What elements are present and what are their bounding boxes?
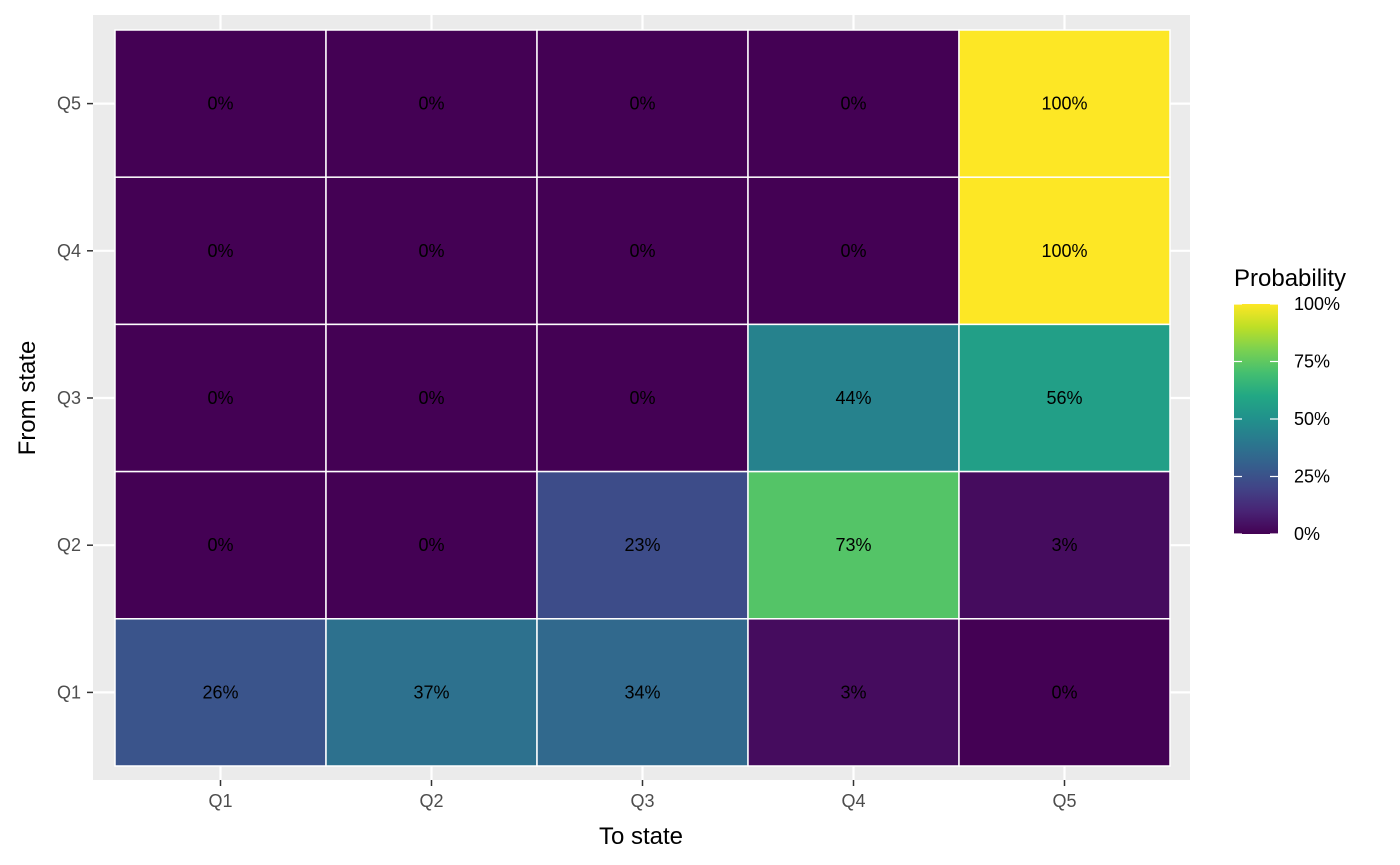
- cell-label-q2-to-q5: 3%: [1051, 535, 1077, 555]
- cell-q5-to-q1: [114, 29, 327, 178]
- cell-q2-to-q1: [114, 470, 327, 620]
- cell-label-q5-to-q1: 0%: [207, 94, 233, 114]
- legend-label-50: 50%: [1294, 409, 1330, 429]
- cell-label-q2-to-q3: 23%: [624, 535, 660, 555]
- legend-label-100: 100%: [1294, 294, 1340, 314]
- cell-q1-to-q2: [325, 618, 538, 767]
- cell-label-q5-to-q5: 100%: [1041, 94, 1087, 114]
- cell-label-q3-to-q5: 56%: [1046, 388, 1082, 408]
- cell-q1-to-q4: [747, 618, 960, 767]
- cell-q4-to-q2: [325, 176, 538, 326]
- x-tick-label-q5: Q5: [1052, 791, 1076, 811]
- cell-label-q1-to-q4: 3%: [840, 682, 866, 702]
- cell-label-q4-to-q1: 0%: [207, 241, 233, 261]
- y-axis-title: From state: [14, 341, 41, 456]
- cell-q5-to-q5: [958, 29, 1171, 178]
- cell-label-q1-to-q1: 26%: [202, 682, 238, 702]
- x-axis: Q1 Q2 Q3 Q4 Q5: [208, 780, 1077, 811]
- cell-label-q4-to-q2: 0%: [418, 241, 444, 261]
- cell-q3-to-q3: [536, 323, 749, 473]
- legend-title: Probability: [1234, 265, 1346, 292]
- legend-label-75: 75%: [1294, 352, 1330, 372]
- cell-q4-to-q5: [958, 176, 1171, 326]
- x-tick-label-q1: Q1: [208, 791, 232, 811]
- cell-label-q1-to-q2: 37%: [413, 682, 449, 702]
- x-tick-label-q3: Q3: [630, 791, 654, 811]
- cell-q2-to-q3: [536, 470, 749, 620]
- color-legend: Probability 100% 75% 50% 25% 0%: [1234, 265, 1346, 544]
- cell-q2-to-q5: [958, 470, 1171, 620]
- cell-label-q1-to-q5: 0%: [1051, 682, 1077, 702]
- cell-label-q2-to-q2: 0%: [418, 535, 444, 555]
- cell-q5-to-q2: [325, 29, 538, 178]
- cell-label-q3-to-q3: 0%: [629, 388, 655, 408]
- cell-q3-to-q4: [747, 323, 960, 473]
- y-axis: Q1 Q2 Q3 Q4 Q5: [57, 94, 93, 702]
- cell-label-q4-to-q4: 0%: [840, 241, 866, 261]
- cell-q4-to-q4: [747, 176, 960, 326]
- cell-label-q2-to-q1: 0%: [207, 535, 233, 555]
- y-tick-label-q1: Q1: [57, 682, 81, 702]
- legend-label-25: 25%: [1294, 467, 1330, 487]
- y-tick-label-q3: Q3: [57, 388, 81, 408]
- y-tick-label-q2: Q2: [57, 535, 81, 555]
- cell-q2-to-q2: [325, 470, 538, 620]
- cell-label-q5-to-q2: 0%: [418, 94, 444, 114]
- cell-q3-to-q5: [958, 323, 1171, 473]
- cell-label-q1-to-q3: 34%: [624, 682, 660, 702]
- cell-q3-to-q1: [114, 323, 327, 473]
- cell-label-q4-to-q3: 0%: [629, 241, 655, 261]
- cell-label-q5-to-q3: 0%: [629, 94, 655, 114]
- heatmap-cell-labels: 0% 0% 0% 0% 100% 0% 0% 0% 0% 100% 0% 0% 0% 44% 56% 0% 0%…: [202, 94, 1087, 703]
- cell-q1-to-q5: [958, 618, 1171, 767]
- x-tick-label-q4: Q4: [841, 791, 865, 811]
- cell-q5-to-q3: [536, 29, 749, 178]
- cell-label-q3-to-q4: 44%: [835, 388, 871, 408]
- cell-label-q3-to-q2: 0%: [418, 388, 444, 408]
- cell-q3-to-q2: [325, 323, 538, 473]
- cell-label-q4-to-q5: 100%: [1041, 241, 1087, 261]
- x-tick-label-q2: Q2: [419, 791, 443, 811]
- x-axis-title: To state: [599, 823, 683, 850]
- heatmap-cells: [114, 29, 1171, 767]
- cell-q2-to-q4: [747, 470, 960, 620]
- cell-label-q5-to-q4: 0%: [840, 94, 866, 114]
- y-tick-label-q5: Q5: [57, 94, 81, 114]
- cell-label-q3-to-q1: 0%: [207, 388, 233, 408]
- y-tick-label-q4: Q4: [57, 241, 81, 261]
- legend-label-0: 0%: [1294, 524, 1320, 544]
- cell-label-q2-to-q4: 73%: [835, 535, 871, 555]
